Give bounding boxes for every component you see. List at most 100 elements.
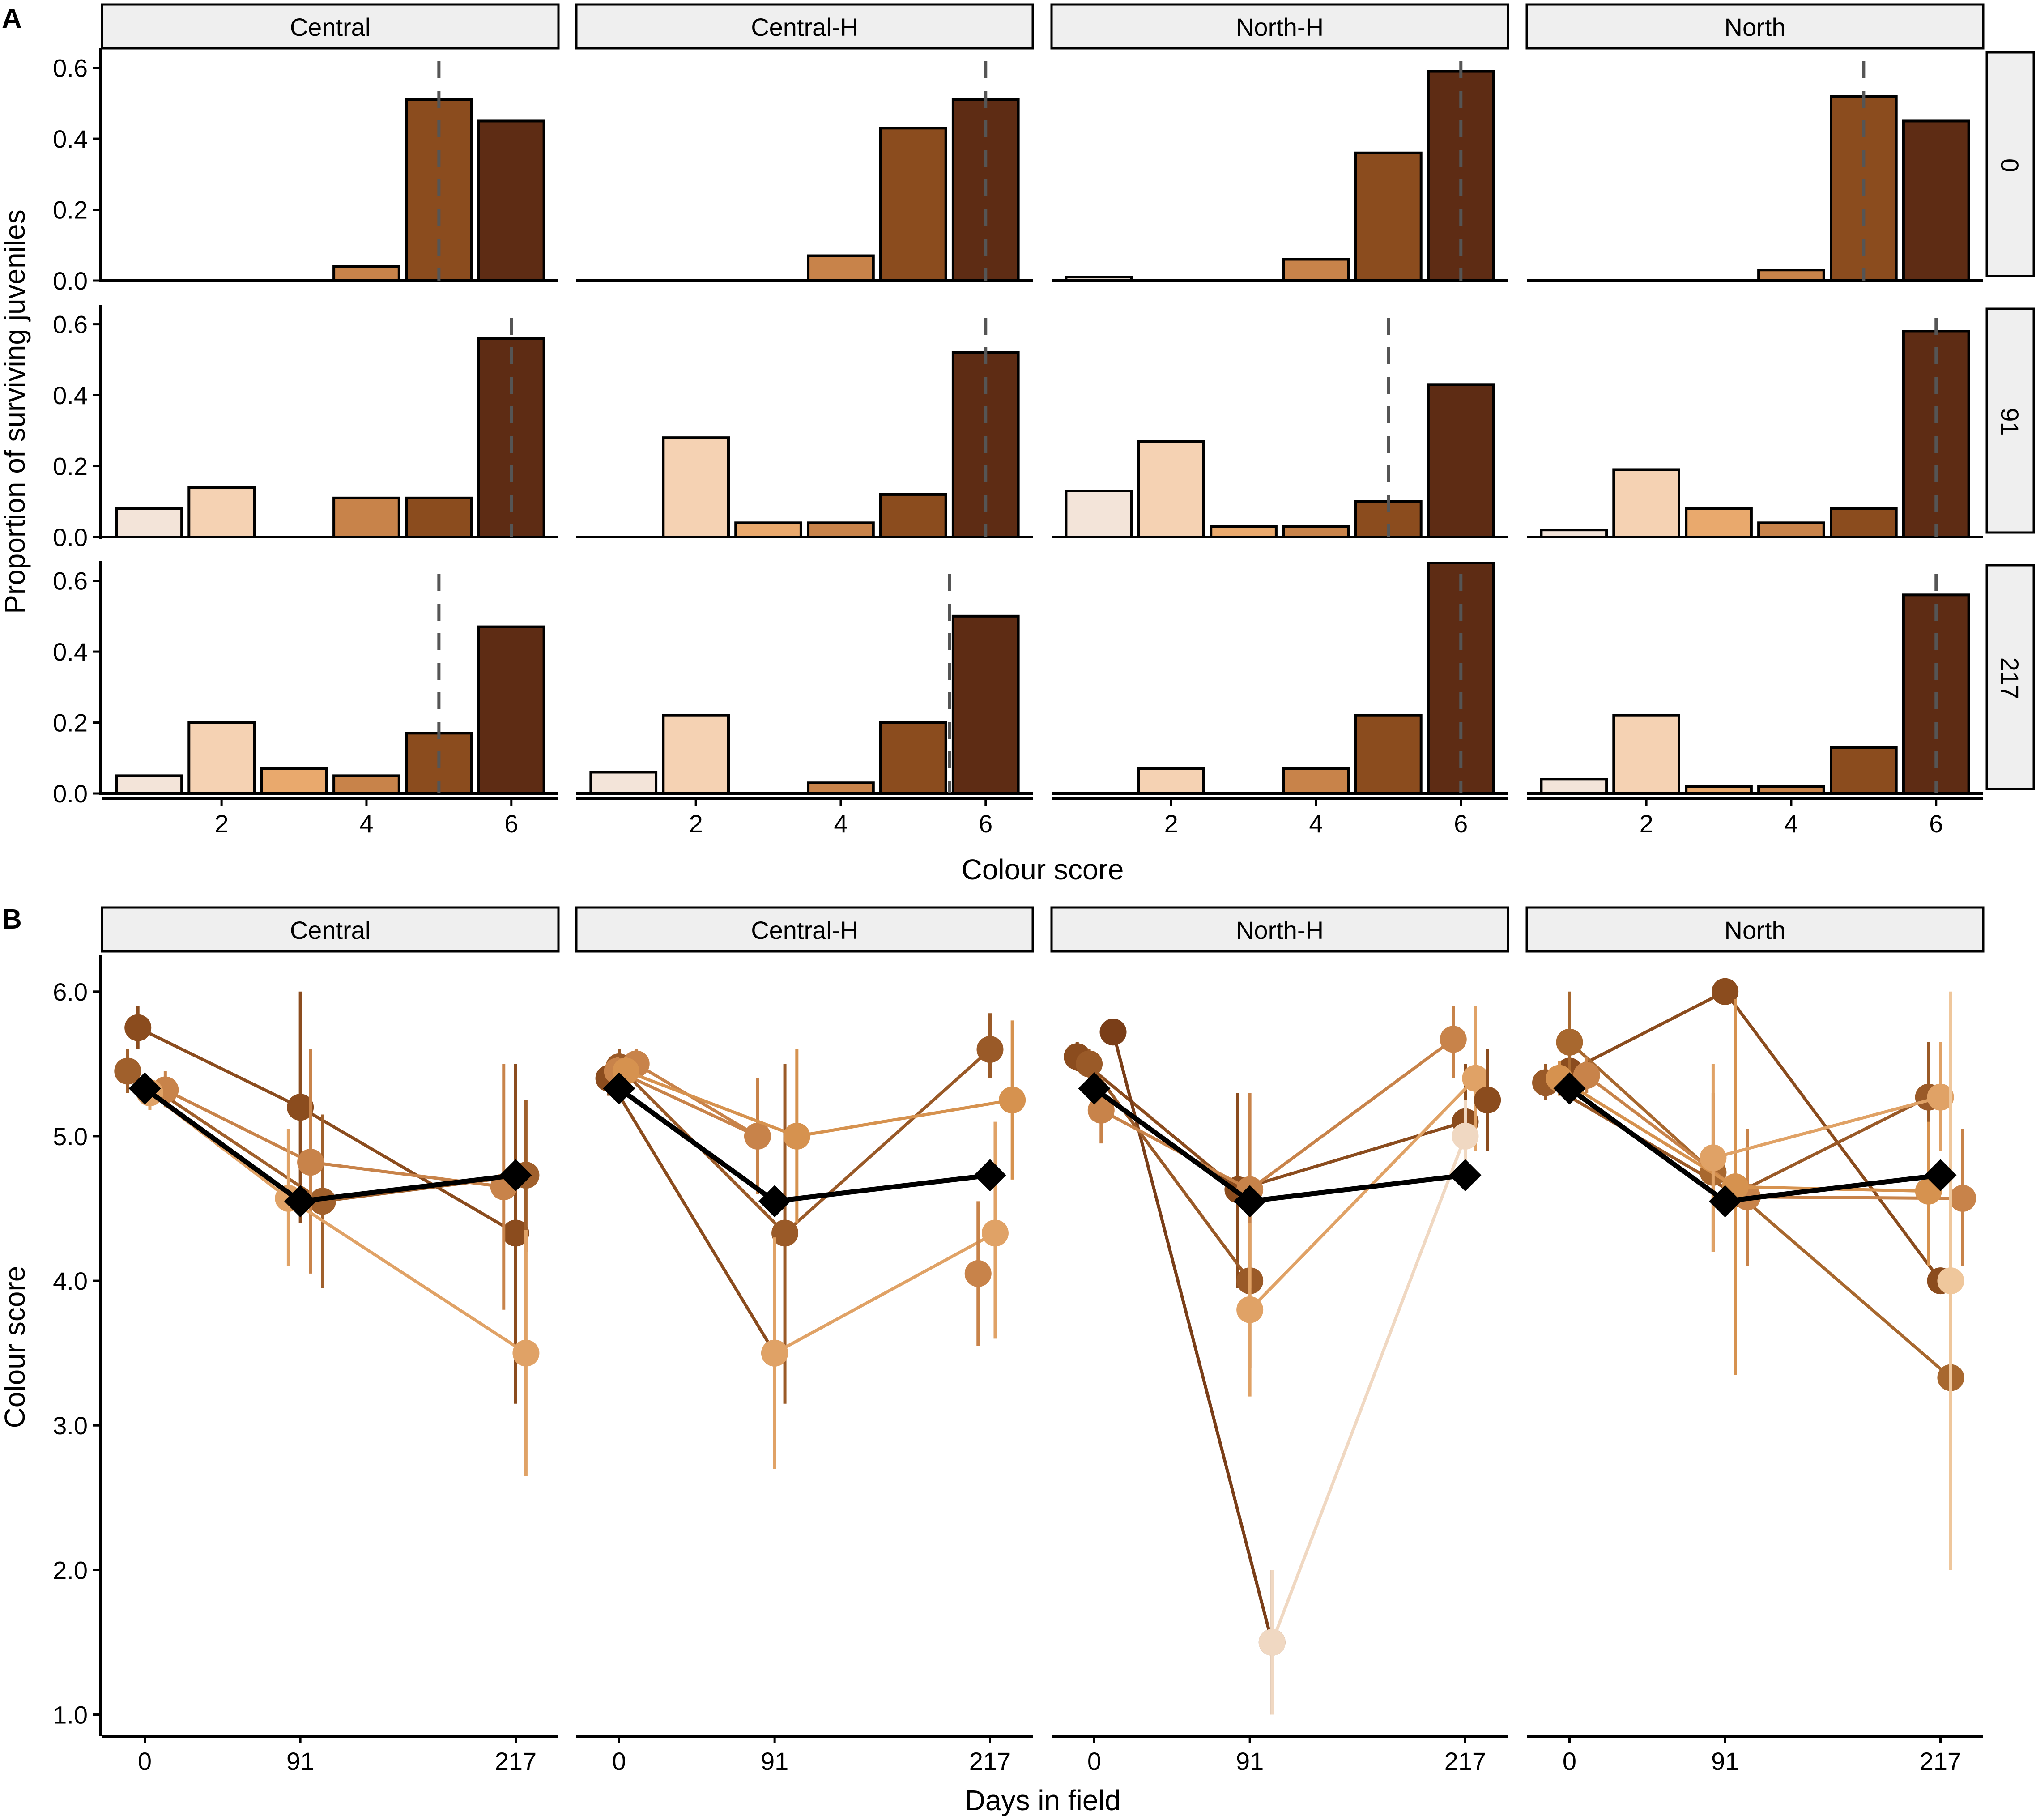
facet-strip-a xyxy=(575,3,1034,50)
x-tick-label: 0 xyxy=(1087,1747,1101,1775)
facet-strip-b xyxy=(101,906,560,953)
panel-label-b: B xyxy=(2,904,22,935)
y-tick-label: 0.6 xyxy=(53,54,88,82)
x-tick-label: 6 xyxy=(979,810,992,838)
data-point xyxy=(744,1122,771,1150)
y-tick-label: 0.2 xyxy=(53,709,88,737)
facet-strip-b xyxy=(575,906,1034,953)
data-point xyxy=(981,1219,1009,1247)
histogram-panel xyxy=(1052,61,1508,282)
bar xyxy=(332,774,400,795)
facet-strip-b xyxy=(1525,906,1985,953)
x-tick-label: 0 xyxy=(612,1747,626,1775)
bar xyxy=(1757,521,1825,539)
bar xyxy=(807,781,875,795)
y-tick-label: 0.4 xyxy=(53,638,88,666)
bar xyxy=(734,521,802,539)
y-axis-title: Proportion of surviving juveniles xyxy=(0,209,31,614)
bar xyxy=(879,721,947,795)
bar xyxy=(1830,746,1898,795)
bar xyxy=(1282,258,1350,282)
data-point xyxy=(309,1188,336,1215)
bar xyxy=(1282,767,1350,795)
bar xyxy=(1210,525,1278,538)
data-point xyxy=(1440,1026,1467,1053)
data-point xyxy=(1236,1296,1264,1323)
row-strip xyxy=(1985,51,2035,277)
y-tick-label: 2.0 xyxy=(53,1556,88,1584)
trajectory-series xyxy=(1700,1042,1954,1252)
histogram-panel xyxy=(576,318,1033,539)
data-point xyxy=(1927,1083,1954,1111)
facet-strip-label: Central xyxy=(290,13,371,41)
mean-diamond xyxy=(1449,1159,1482,1192)
facet-strip-a xyxy=(101,3,560,50)
y-tick-label: 4.0 xyxy=(53,1267,88,1295)
trajectory-panel xyxy=(114,991,540,1476)
bar xyxy=(1354,714,1423,795)
trajectory-series xyxy=(1546,998,1942,1375)
facet-strip-label: Central-H xyxy=(751,13,858,41)
data-point xyxy=(761,1339,788,1367)
y-tick-label: 0.4 xyxy=(53,125,88,153)
trajectory-line xyxy=(1248,1077,1477,1311)
y-tick-label: 3.0 xyxy=(53,1411,88,1440)
facet-strip-label: North xyxy=(1725,13,1786,41)
bar xyxy=(1065,490,1133,538)
bar xyxy=(1685,507,1753,538)
bar xyxy=(1612,714,1680,795)
y-tick-label: 0.2 xyxy=(53,452,88,481)
trajectory-line xyxy=(607,1077,776,1354)
x-tick-label: 2 xyxy=(215,810,229,838)
panel-label-a: A xyxy=(2,3,22,34)
bar xyxy=(1830,507,1898,538)
x-tick-label: 91 xyxy=(761,1747,788,1775)
histogram-panel xyxy=(1527,574,1983,795)
data-point xyxy=(1258,1628,1286,1656)
histogram-panel xyxy=(102,574,558,795)
x-tick-label: 2 xyxy=(1640,810,1653,838)
x-tick-label: 2 xyxy=(689,810,703,838)
bar xyxy=(1902,119,1970,282)
histogram-panel xyxy=(102,61,558,282)
trajectory-series xyxy=(964,1201,992,1346)
mean-diamond xyxy=(499,1159,532,1192)
bar xyxy=(1612,468,1680,539)
bar xyxy=(477,119,545,282)
row-strip-label: 217 xyxy=(1996,657,2024,699)
data-point xyxy=(1076,1050,1103,1078)
row-strip xyxy=(1985,307,2035,534)
bar xyxy=(260,767,328,795)
x-tick-label: 217 xyxy=(495,1747,537,1775)
facet-strip-label: Central-H xyxy=(751,916,858,944)
trajectory-series xyxy=(1236,1006,1489,1397)
facet-strip-a xyxy=(1050,3,1509,50)
data-point xyxy=(1949,1185,1976,1212)
mean-diamond xyxy=(1078,1072,1111,1105)
data-point xyxy=(976,1036,1004,1063)
x-tick-label: 217 xyxy=(969,1747,1011,1775)
bar xyxy=(1757,269,1825,282)
trajectory-series xyxy=(1258,1100,1479,1715)
data-point xyxy=(1556,1028,1583,1056)
bar xyxy=(662,436,730,539)
y-tick-label: 0.6 xyxy=(53,311,88,339)
bar xyxy=(589,771,658,795)
facet-strip-label: North-H xyxy=(1236,13,1324,41)
trajectory-line xyxy=(1088,1063,1251,1282)
data-point xyxy=(297,1149,324,1176)
data-point xyxy=(1099,1019,1127,1046)
histogram-panel xyxy=(1527,318,1983,539)
histogram-panel xyxy=(1052,318,1508,539)
data-point xyxy=(287,1094,314,1121)
row-strip xyxy=(1985,564,2035,790)
facet-strip-b xyxy=(1050,906,1509,953)
y-tick-label: 6.0 xyxy=(53,978,88,1006)
histogram-panel xyxy=(576,574,1033,795)
data-point xyxy=(964,1260,992,1287)
x-tick-label: 6 xyxy=(1454,810,1468,838)
trajectory-line xyxy=(1270,1135,1467,1643)
histogram-panel xyxy=(1527,61,1983,282)
y-tick-label: 1.0 xyxy=(53,1701,88,1729)
